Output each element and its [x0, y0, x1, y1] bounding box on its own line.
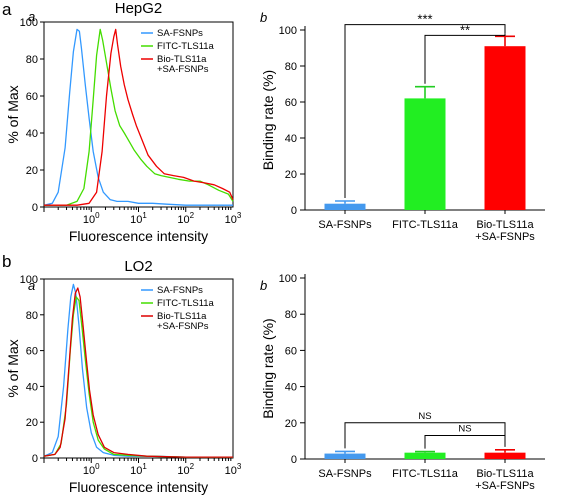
- hepg2-hist-y-axis-label: % of Max: [5, 85, 21, 143]
- lo2-bar-y-tick-label: 20: [285, 418, 297, 430]
- lo2-hist-chart: LO2 a 0 20 40 60 80 100 % of Max 100 101 102 103 Fluo…: [5, 258, 242, 495]
- lo2-bar-bar-0: [324, 453, 366, 459]
- lo2-hist-legend-label-2: +SA-FSNPs: [157, 321, 209, 332]
- lo2-hist-x-tick-label: 102: [177, 462, 194, 477]
- lo2-hist-y-tick-label: 0: [32, 453, 38, 465]
- hepg2-bar-significance-label-1: **: [460, 22, 470, 37]
- lo2-bar-bar-1: [404, 452, 446, 459]
- lo2-hist-x-tick-label: 101: [130, 462, 147, 477]
- hepg2-hist-x-tick-label: 102: [177, 211, 194, 226]
- hepg2-hist-y-tick-label: 40: [26, 128, 38, 140]
- hepg2-bar-y-tick-label: 60: [285, 97, 297, 109]
- lo2-bar-significance-bracket-1: [424, 434, 506, 449]
- panel-letter-b: b: [2, 252, 11, 271]
- hepg2-hist-y-tick-label: 0: [32, 202, 38, 214]
- lo2-bar-y-tick-label: 40: [285, 382, 297, 394]
- hepg2-bar-y-tick-label: 80: [285, 61, 297, 73]
- lo2-bar-y-axis-label: Binding rate (%): [260, 318, 276, 418]
- hepg2-hist-legend-label-1: FITC-TLS11a: [157, 41, 215, 52]
- lo2-hist-x-axis-label: Fluorescence intensity: [69, 479, 208, 495]
- lo2-bar-y-tick-label: 100: [279, 273, 297, 285]
- hepg2-bar-y-tick-label: 100: [279, 25, 297, 37]
- lo2-hist-legend-label-0: SA-FSNPs: [157, 285, 203, 296]
- hepg2-bar-category-label-1: FITC-TLS11a: [392, 219, 459, 231]
- hepg2-hist-x-tick-label: 103: [225, 211, 242, 226]
- hepg2-hist-series-line-2: [44, 28, 234, 206]
- lo2-bar-category-label-2: Bio-TLS11a: [476, 468, 534, 480]
- hepg2-hist-x-tick-label: 100: [83, 211, 100, 226]
- hepg2-bar-chart: b 0 20 40 60 80 100 Binding rate (%) SA-FSNPs FIT…: [260, 10, 545, 243]
- hepg2-bar-sub-letter: b: [260, 10, 267, 25]
- hepg2-bar-category-label-2: Bio-TLS11a: [476, 219, 534, 231]
- hepg2-hist-chart: HepG2 a 0 20 40 60 80 100 % of Max 100 101 102 103 Fl…: [5, 0, 242, 244]
- panel-letter-a: a: [2, 0, 12, 19]
- lo2-bar-significance-label-1: NS: [458, 423, 471, 434]
- hepg2-hist-x-tick-label: 101: [130, 211, 147, 226]
- hepg2-bar-y-tick-label: 40: [285, 133, 297, 145]
- hepg2-bar-y-axis-label: Binding rate (%): [260, 70, 276, 170]
- hepg2-hist-series-line-0: [43, 28, 233, 206]
- lo2-bar-category-label-2: +SA-FSNPs: [475, 480, 535, 492]
- lo2-bar-y-tick-label: 60: [285, 345, 297, 357]
- lo2-hist-x-tick-label: 100: [83, 462, 100, 477]
- lo2-hist-y-axis-label: % of Max: [5, 339, 21, 397]
- hepg2-bar-significance-bracket-1: [424, 33, 506, 84]
- hepg2-hist-y-tick-label: 100: [20, 17, 38, 29]
- hepg2-bar-y-tick-label: 0: [291, 205, 297, 217]
- lo2-bar-y-tick-label: 80: [285, 309, 297, 321]
- hepg2-hist-sub-letter: a: [28, 9, 35, 24]
- hepg2-hist-x-axis-label: Fluorescence intensity: [69, 228, 208, 244]
- lo2-hist-legend-label-2: Bio-TLS11a: [157, 311, 207, 322]
- hepg2-hist-y-tick-label: 60: [26, 91, 38, 103]
- hepg2-bar-y-tick-label: 20: [285, 169, 297, 181]
- lo2-hist-series-line-2: [43, 287, 233, 458]
- lo2-hist-series-line-0: [43, 283, 233, 458]
- lo2-bar-category-label-0: SA-FSNPs: [318, 468, 372, 480]
- hepg2-bar-significance-label-0: ***: [417, 12, 432, 27]
- lo2-bar-significance-bracket-0: [344, 422, 506, 449]
- lo2-bar-y-tick-label: 0: [291, 454, 297, 466]
- lo2-bar-chart: b 0 20 40 60 80 100 Binding rate (%) SA-FSNPs FIT…: [260, 273, 545, 492]
- hepg2-hist-title: HepG2: [115, 0, 163, 17]
- lo2-hist-x-tick-label: 103: [225, 462, 242, 477]
- lo2-bar-bar-2: [484, 452, 526, 459]
- hepg2-hist-y-tick-label: 80: [26, 54, 38, 66]
- lo2-hist-legend-label-1: FITC-TLS11a: [157, 298, 215, 309]
- lo2-bar-category-label-1: FITC-TLS11a: [392, 468, 459, 480]
- hepg2-bar-category-label-2: +SA-FSNPs: [475, 231, 535, 243]
- lo2-hist-y-tick-label: 80: [26, 310, 38, 322]
- lo2-hist-y-tick-label: 20: [26, 417, 38, 429]
- lo2-hist-y-tick-label: 100: [20, 274, 38, 286]
- hepg2-hist-y-tick-label: 20: [26, 165, 38, 177]
- lo2-hist-y-tick-label: 60: [26, 346, 38, 358]
- lo2-hist-sub-letter: a: [28, 278, 35, 293]
- lo2-hist-title: LO2: [124, 258, 152, 275]
- hepg2-bar-bar-0: [324, 203, 366, 210]
- hepg2-bar-category-label-0: SA-FSNPs: [318, 219, 372, 231]
- lo2-bar-significance-label-0: NS: [418, 411, 431, 422]
- hepg2-bar-significance-bracket-0: [344, 24, 506, 198]
- charts-layer: HepG2 a 0 20 40 60 80 100 % of Max 100 101 102 103 Fl…: [5, 0, 545, 495]
- hepg2-hist-legend-label-0: SA-FSNPs: [157, 28, 203, 39]
- hepg2-bar-bar-1: [404, 98, 446, 210]
- hepg2-bar-bar-2: [484, 46, 526, 211]
- lo2-hist-y-tick-label: 40: [26, 381, 38, 393]
- hepg2-hist-legend-label-2: Bio-TLS11a: [157, 54, 207, 65]
- hepg2-hist-legend-label-2: +SA-FSNPs: [157, 64, 209, 75]
- lo2-bar-sub-letter: b: [260, 278, 267, 293]
